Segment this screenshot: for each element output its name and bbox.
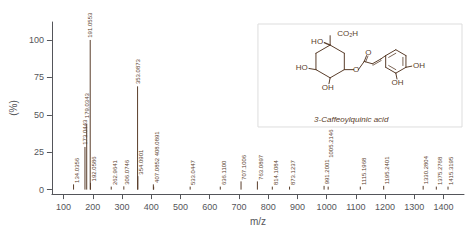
svg-text:300: 300 [115, 202, 130, 212]
svg-text:1300: 1300 [404, 202, 424, 212]
svg-text:1200: 1200 [375, 202, 395, 212]
svg-text:500: 500 [173, 202, 188, 212]
svg-text:1400: 1400 [434, 202, 454, 212]
svg-text:1330.2804: 1330.2804 [423, 155, 429, 184]
svg-text:1000: 1000 [317, 202, 337, 212]
svg-text:700: 700 [231, 202, 246, 212]
svg-text:800: 800 [261, 202, 276, 212]
svg-text:50: 50 [34, 110, 44, 120]
svg-text:353.0873: 353.0873 [135, 58, 141, 84]
svg-text:200: 200 [85, 202, 100, 212]
svg-text:OH: OH [392, 78, 404, 87]
svg-text:600: 600 [202, 202, 217, 212]
svg-text:(%): (%) [8, 100, 19, 116]
svg-text:407.0852: 407.0852 [154, 157, 160, 183]
svg-text:OH: OH [413, 61, 425, 70]
svg-text:134.0356: 134.0356 [74, 157, 80, 183]
svg-text:636.1100: 636.1100 [221, 160, 227, 185]
svg-text:75: 75 [34, 72, 44, 82]
svg-text:100: 100 [29, 35, 44, 45]
svg-text:191.0553: 191.0553 [87, 12, 93, 38]
svg-text:0: 0 [39, 185, 44, 195]
svg-text:173.0443: 173.0443 [82, 119, 88, 145]
svg-text:873.1237: 873.1237 [290, 159, 296, 185]
svg-text:1195.2401: 1195.2401 [384, 156, 390, 185]
svg-text:m/z: m/z [250, 216, 266, 227]
svg-text:O: O [353, 65, 359, 74]
svg-text:533.0447: 533.0447 [190, 159, 196, 185]
svg-text:763.0897: 763.0897 [258, 154, 264, 180]
svg-text:1375.2768: 1375.2768 [437, 156, 443, 185]
svg-text:192.0586: 192.0586 [91, 156, 97, 182]
svg-text:400: 400 [144, 202, 159, 212]
svg-text:CO₂H: CO₂H [337, 29, 358, 38]
svg-text:262.9641: 262.9641 [112, 159, 118, 185]
svg-text:306.0746: 306.0746 [124, 159, 130, 185]
svg-text:900: 900 [290, 202, 305, 212]
svg-text:179.0343: 179.0343 [84, 93, 90, 119]
svg-text:O: O [365, 48, 371, 57]
svg-text:OH: OH [322, 83, 334, 92]
svg-text:1100: 1100 [346, 202, 365, 212]
svg-text:814.1084: 814.1084 [273, 159, 279, 185]
svg-text:1115.1968: 1115.1968 [361, 157, 367, 185]
svg-text:HO: HO [311, 37, 323, 46]
svg-text:408.0891: 408.0891 [154, 131, 160, 157]
svg-text:707.1006: 707.1006 [241, 154, 247, 180]
svg-text:991.2001: 991.2001 [324, 159, 330, 185]
svg-text:354.0901: 354.0901 [138, 149, 144, 175]
svg-text:25: 25 [34, 147, 44, 157]
svg-text:100: 100 [56, 202, 71, 212]
svg-text:HO: HO [296, 63, 308, 72]
svg-text:1415.3195: 1415.3195 [448, 156, 454, 185]
svg-text:1005.2146: 1005.2146 [328, 129, 334, 158]
svg-text:3-Caffeoylquinic acid: 3-Caffeoylquinic acid [314, 115, 389, 124]
